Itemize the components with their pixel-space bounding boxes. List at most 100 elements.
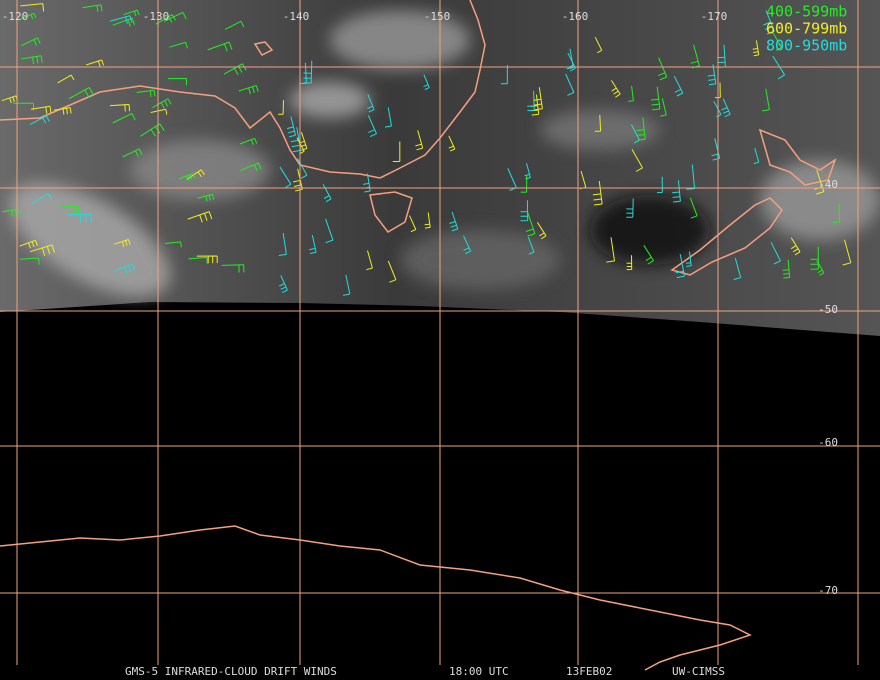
latitude-label: -70 bbox=[818, 584, 838, 597]
wind-barb bbox=[362, 173, 371, 193]
wind-barb bbox=[366, 250, 373, 271]
wind-barb bbox=[628, 85, 634, 102]
wind-barb bbox=[20, 3, 45, 12]
wind-barb bbox=[238, 85, 259, 95]
wind-barb bbox=[816, 260, 825, 276]
wind-barb bbox=[112, 113, 136, 124]
wind-barb bbox=[707, 64, 717, 86]
wind-barb bbox=[392, 141, 401, 162]
wind-barb bbox=[733, 257, 742, 280]
wind-barb bbox=[309, 234, 317, 254]
wind-barb bbox=[139, 123, 165, 137]
wind-barb bbox=[520, 175, 528, 193]
legend-entry: 600-799mb bbox=[766, 20, 847, 38]
wind-barb bbox=[384, 107, 392, 128]
wind-barb bbox=[626, 198, 634, 218]
wind-barb bbox=[525, 212, 536, 237]
wind-barb bbox=[592, 181, 603, 206]
wind-barb bbox=[2, 208, 21, 217]
wind-barb bbox=[239, 137, 258, 145]
wind-barb bbox=[109, 15, 133, 24]
footer-product: GMS-5 INFRARED-CLOUD DRIFT WINDS bbox=[125, 665, 337, 678]
wind-barb bbox=[179, 172, 196, 181]
wind-barb bbox=[790, 237, 801, 256]
wind-barb bbox=[29, 244, 55, 256]
wind-barb bbox=[675, 254, 685, 279]
wind-barb bbox=[279, 166, 292, 189]
wind-barb bbox=[673, 75, 684, 97]
wind-barb bbox=[67, 213, 92, 223]
latitude-labels: -40 -50 -60 -70 bbox=[818, 178, 838, 597]
wind-barb bbox=[672, 180, 681, 203]
wind-barb bbox=[53, 107, 72, 115]
wind-barb bbox=[643, 245, 654, 265]
wind-barb bbox=[207, 41, 233, 52]
wind-barb bbox=[240, 162, 262, 172]
wind-barb bbox=[325, 218, 334, 244]
wind-barb bbox=[21, 37, 41, 47]
wind-barb bbox=[167, 78, 187, 86]
wind-barb bbox=[594, 36, 603, 54]
wind-barb bbox=[86, 59, 104, 67]
wind-barb bbox=[303, 60, 313, 84]
wind-barb bbox=[367, 115, 377, 138]
latitude-label: -50 bbox=[818, 303, 838, 316]
wind-barb bbox=[342, 274, 351, 296]
wind-barb bbox=[387, 260, 397, 283]
wind-barb bbox=[31, 192, 53, 205]
wind-barb bbox=[114, 263, 136, 274]
wind-barb bbox=[136, 89, 156, 97]
wind-barb bbox=[606, 237, 615, 263]
wind-barb bbox=[278, 232, 287, 256]
wind-barb bbox=[594, 114, 602, 132]
wind-barb bbox=[367, 94, 375, 113]
wind-barb bbox=[533, 87, 543, 111]
wind-barb bbox=[296, 158, 308, 179]
wind-barb bbox=[279, 275, 288, 294]
wind-barb bbox=[842, 239, 852, 266]
wind-barb bbox=[113, 239, 131, 247]
wind-barb bbox=[565, 73, 575, 96]
wind-barb bbox=[196, 255, 218, 264]
wind-barb bbox=[409, 215, 417, 233]
footer-date: 13FEB02 bbox=[566, 665, 612, 678]
wind-barb bbox=[536, 222, 547, 240]
wind-barb bbox=[298, 132, 308, 151]
wind-barb bbox=[685, 251, 692, 267]
wind-barb bbox=[566, 48, 574, 70]
wind-barb bbox=[224, 20, 245, 30]
footer: GMS-5 INFRARED-CLOUD DRIFT WINDS 18:00 U… bbox=[125, 665, 725, 678]
legend-entry: 400-599mb bbox=[766, 3, 847, 21]
wind-barb bbox=[424, 212, 431, 229]
wind-barb bbox=[689, 197, 698, 219]
wind-barb bbox=[770, 242, 781, 265]
wind-barb bbox=[810, 246, 819, 270]
wind-barb bbox=[449, 211, 459, 232]
longitude-label: -150 bbox=[424, 10, 451, 23]
wind-barb bbox=[630, 124, 640, 144]
wind-barb bbox=[29, 115, 50, 125]
wind-barb bbox=[82, 4, 103, 12]
wind-barb bbox=[660, 98, 667, 117]
wind-barb bbox=[58, 205, 80, 214]
wind-barb bbox=[636, 117, 646, 141]
wind-barb bbox=[527, 237, 535, 255]
wind-barb bbox=[520, 200, 529, 222]
wind-barb bbox=[286, 116, 297, 138]
footer-time: 18:00 UTC bbox=[449, 665, 509, 678]
wind-barbs bbox=[1, 3, 852, 296]
wind-barb bbox=[626, 255, 633, 271]
wind-barb bbox=[656, 176, 663, 194]
wind-barb bbox=[415, 130, 424, 151]
wind-barb bbox=[782, 259, 791, 279]
wind-barb bbox=[188, 256, 208, 264]
wind-barb bbox=[762, 88, 770, 112]
wind-barb bbox=[448, 135, 456, 152]
wind-barb bbox=[57, 74, 75, 84]
longitude-label: -120 bbox=[2, 10, 29, 23]
wind-barb bbox=[650, 86, 661, 111]
wind-barb bbox=[772, 55, 786, 80]
wind-barb bbox=[721, 98, 731, 118]
longitude-label: -160 bbox=[562, 10, 589, 23]
